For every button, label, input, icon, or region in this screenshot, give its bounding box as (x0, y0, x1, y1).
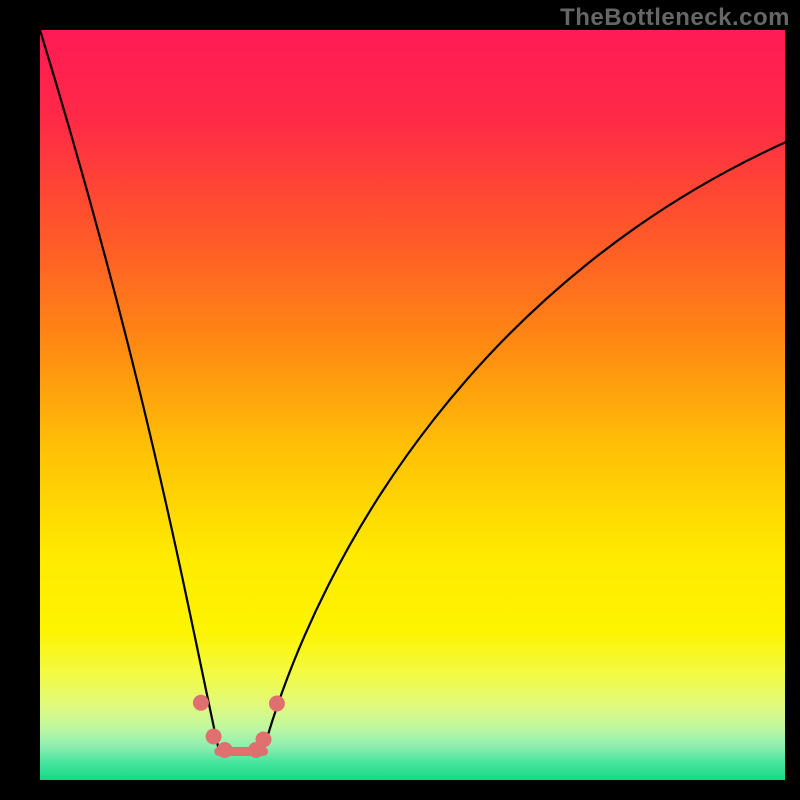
marker-5 (269, 696, 285, 712)
bottleneck-chart (0, 0, 800, 800)
marker-1 (206, 729, 222, 745)
marker-2 (217, 742, 233, 758)
marker-4 (256, 732, 272, 748)
marker-0 (193, 695, 209, 711)
plot-gradient (40, 30, 785, 780)
watermark-text: TheBottleneck.com (560, 4, 790, 32)
